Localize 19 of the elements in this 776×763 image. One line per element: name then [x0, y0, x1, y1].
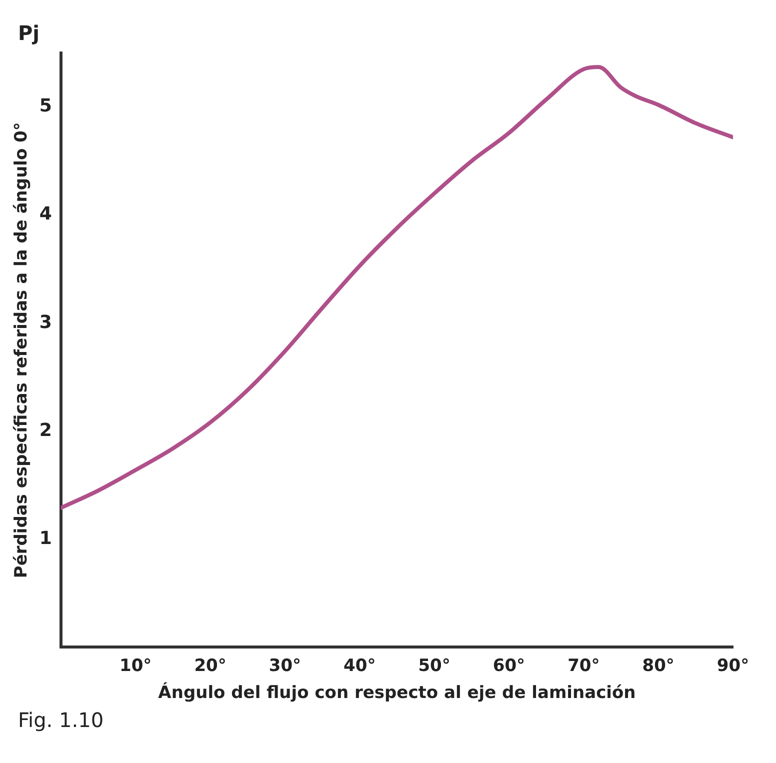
x-tick-label: 70° [568, 656, 600, 676]
x-tick-label: 60° [492, 656, 526, 676]
text: Pj [18, 21, 40, 46]
x-tick-label: 30° [268, 656, 302, 676]
text: Fig. 1.10 [18, 708, 105, 732]
x-tick-label: 20° [194, 656, 226, 676]
x-tick-label: 90° [716, 656, 750, 676]
x-tick-label: 50° [418, 656, 450, 676]
x-tick-label: 10° [120, 656, 152, 676]
y-tick-label: 2 [39, 420, 52, 441]
x-tick-label: 40° [344, 656, 376, 676]
y-tick-label: 5 [39, 96, 52, 117]
x-axis-title: Ángulo del flujo con respecto al eje de laminación [158, 682, 636, 704]
y-tick-label: 3 [39, 312, 52, 333]
y-axis-title: Pérdidas específicas referidas a la de ángulo 0° [12, 122, 32, 578]
x-tick-label: 80° [642, 656, 674, 676]
y-tick-label: 4 [39, 204, 52, 225]
y-tick-label: 1 [39, 528, 52, 549]
line-series [60, 65, 733, 510]
